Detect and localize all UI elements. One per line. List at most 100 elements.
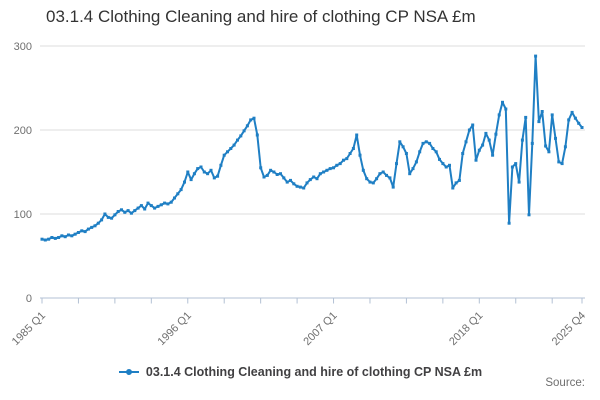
data-point xyxy=(302,186,306,190)
legend-line-marker-icon xyxy=(118,369,139,375)
data-point xyxy=(272,170,276,174)
data-point xyxy=(501,100,504,104)
data-point xyxy=(47,237,51,241)
data-point xyxy=(527,213,531,217)
data-point xyxy=(514,162,518,166)
data-point xyxy=(361,168,365,172)
data-point xyxy=(401,145,405,149)
y-axis-label: 200 xyxy=(14,125,32,137)
legend-item[interactable]: 03.1.4 Clothing Cleaning and hire of clo… xyxy=(0,362,600,382)
data-point xyxy=(212,176,216,180)
data-point xyxy=(129,211,133,215)
data-point xyxy=(295,184,299,188)
data-point xyxy=(206,172,210,176)
data-point xyxy=(176,192,180,196)
data-point xyxy=(351,147,355,150)
data-point xyxy=(229,147,233,150)
data-point xyxy=(249,118,253,122)
data-point xyxy=(335,163,339,167)
data-point xyxy=(305,181,309,185)
data-point xyxy=(471,123,475,127)
data-point xyxy=(497,113,501,117)
data-point xyxy=(57,236,61,239)
data-point xyxy=(202,170,206,174)
data-point xyxy=(43,238,47,242)
data-point xyxy=(149,204,153,208)
data-point xyxy=(173,196,176,200)
data-point xyxy=(113,213,117,217)
data-point xyxy=(567,118,571,122)
data-point xyxy=(289,178,292,182)
data-point xyxy=(100,218,104,222)
data-point xyxy=(494,132,498,136)
data-point xyxy=(103,212,107,216)
data-point xyxy=(550,113,554,117)
data-point xyxy=(428,141,432,145)
data-point xyxy=(133,209,137,213)
data-point xyxy=(517,180,521,184)
data-point xyxy=(554,136,557,140)
chart-plot-area: 0 100 200 300 1985 Q1 1996 Q1 2007 Q1 2018 Q1 20… xyxy=(10,41,588,348)
data-point xyxy=(252,116,256,120)
data-point xyxy=(163,201,167,205)
data-point xyxy=(110,216,114,220)
data-point xyxy=(123,210,127,214)
data-point xyxy=(454,181,458,185)
data-point xyxy=(464,140,468,144)
data-point xyxy=(355,133,359,137)
data-point xyxy=(189,178,193,182)
data-point xyxy=(557,160,561,164)
data-point xyxy=(139,204,143,208)
data-point xyxy=(365,177,369,181)
data-point xyxy=(282,176,286,180)
data-point xyxy=(560,162,564,166)
data-point xyxy=(63,235,67,239)
data-point xyxy=(467,128,471,132)
data-point xyxy=(239,134,243,138)
data-point xyxy=(318,172,322,176)
data-point xyxy=(342,158,345,162)
data-point xyxy=(451,186,455,190)
x-axis-label: 1996 Q1 xyxy=(156,310,194,348)
data-line xyxy=(41,55,583,241)
data-point xyxy=(312,175,316,179)
data-point xyxy=(491,153,495,157)
data-point xyxy=(444,165,448,169)
data-point xyxy=(93,224,97,228)
data-point xyxy=(308,178,312,182)
data-point xyxy=(325,168,329,172)
data-point xyxy=(192,172,196,176)
data-point xyxy=(457,178,461,182)
data-point xyxy=(520,138,524,142)
data-point xyxy=(434,150,438,154)
data-point xyxy=(391,185,395,189)
data-point xyxy=(166,202,170,206)
data-point xyxy=(279,172,282,176)
data-point xyxy=(90,225,94,229)
data-point xyxy=(265,173,269,177)
data-point xyxy=(570,110,574,114)
legend-dot xyxy=(125,369,132,375)
data-point xyxy=(348,152,352,155)
data-point xyxy=(481,143,485,147)
data-point xyxy=(328,167,332,171)
data-point xyxy=(544,144,548,148)
data-point xyxy=(199,165,203,169)
data-point xyxy=(232,143,236,147)
data-point xyxy=(183,180,186,184)
data-point xyxy=(186,170,190,174)
data-point xyxy=(275,173,279,176)
data-point xyxy=(222,153,226,157)
data-point xyxy=(510,165,514,169)
y-axis-label: 0 xyxy=(26,293,32,305)
data-point xyxy=(106,215,110,219)
data-point xyxy=(563,145,567,149)
data-point xyxy=(146,201,150,205)
source-label: Source: xyxy=(545,377,585,389)
legend-label: 03.1.4 Clothing Cleaning and hire of clo… xyxy=(145,365,483,379)
data-point xyxy=(408,172,412,176)
data-point xyxy=(418,150,422,154)
data-point xyxy=(236,138,239,142)
data-point xyxy=(262,175,266,179)
data-point xyxy=(375,177,379,181)
